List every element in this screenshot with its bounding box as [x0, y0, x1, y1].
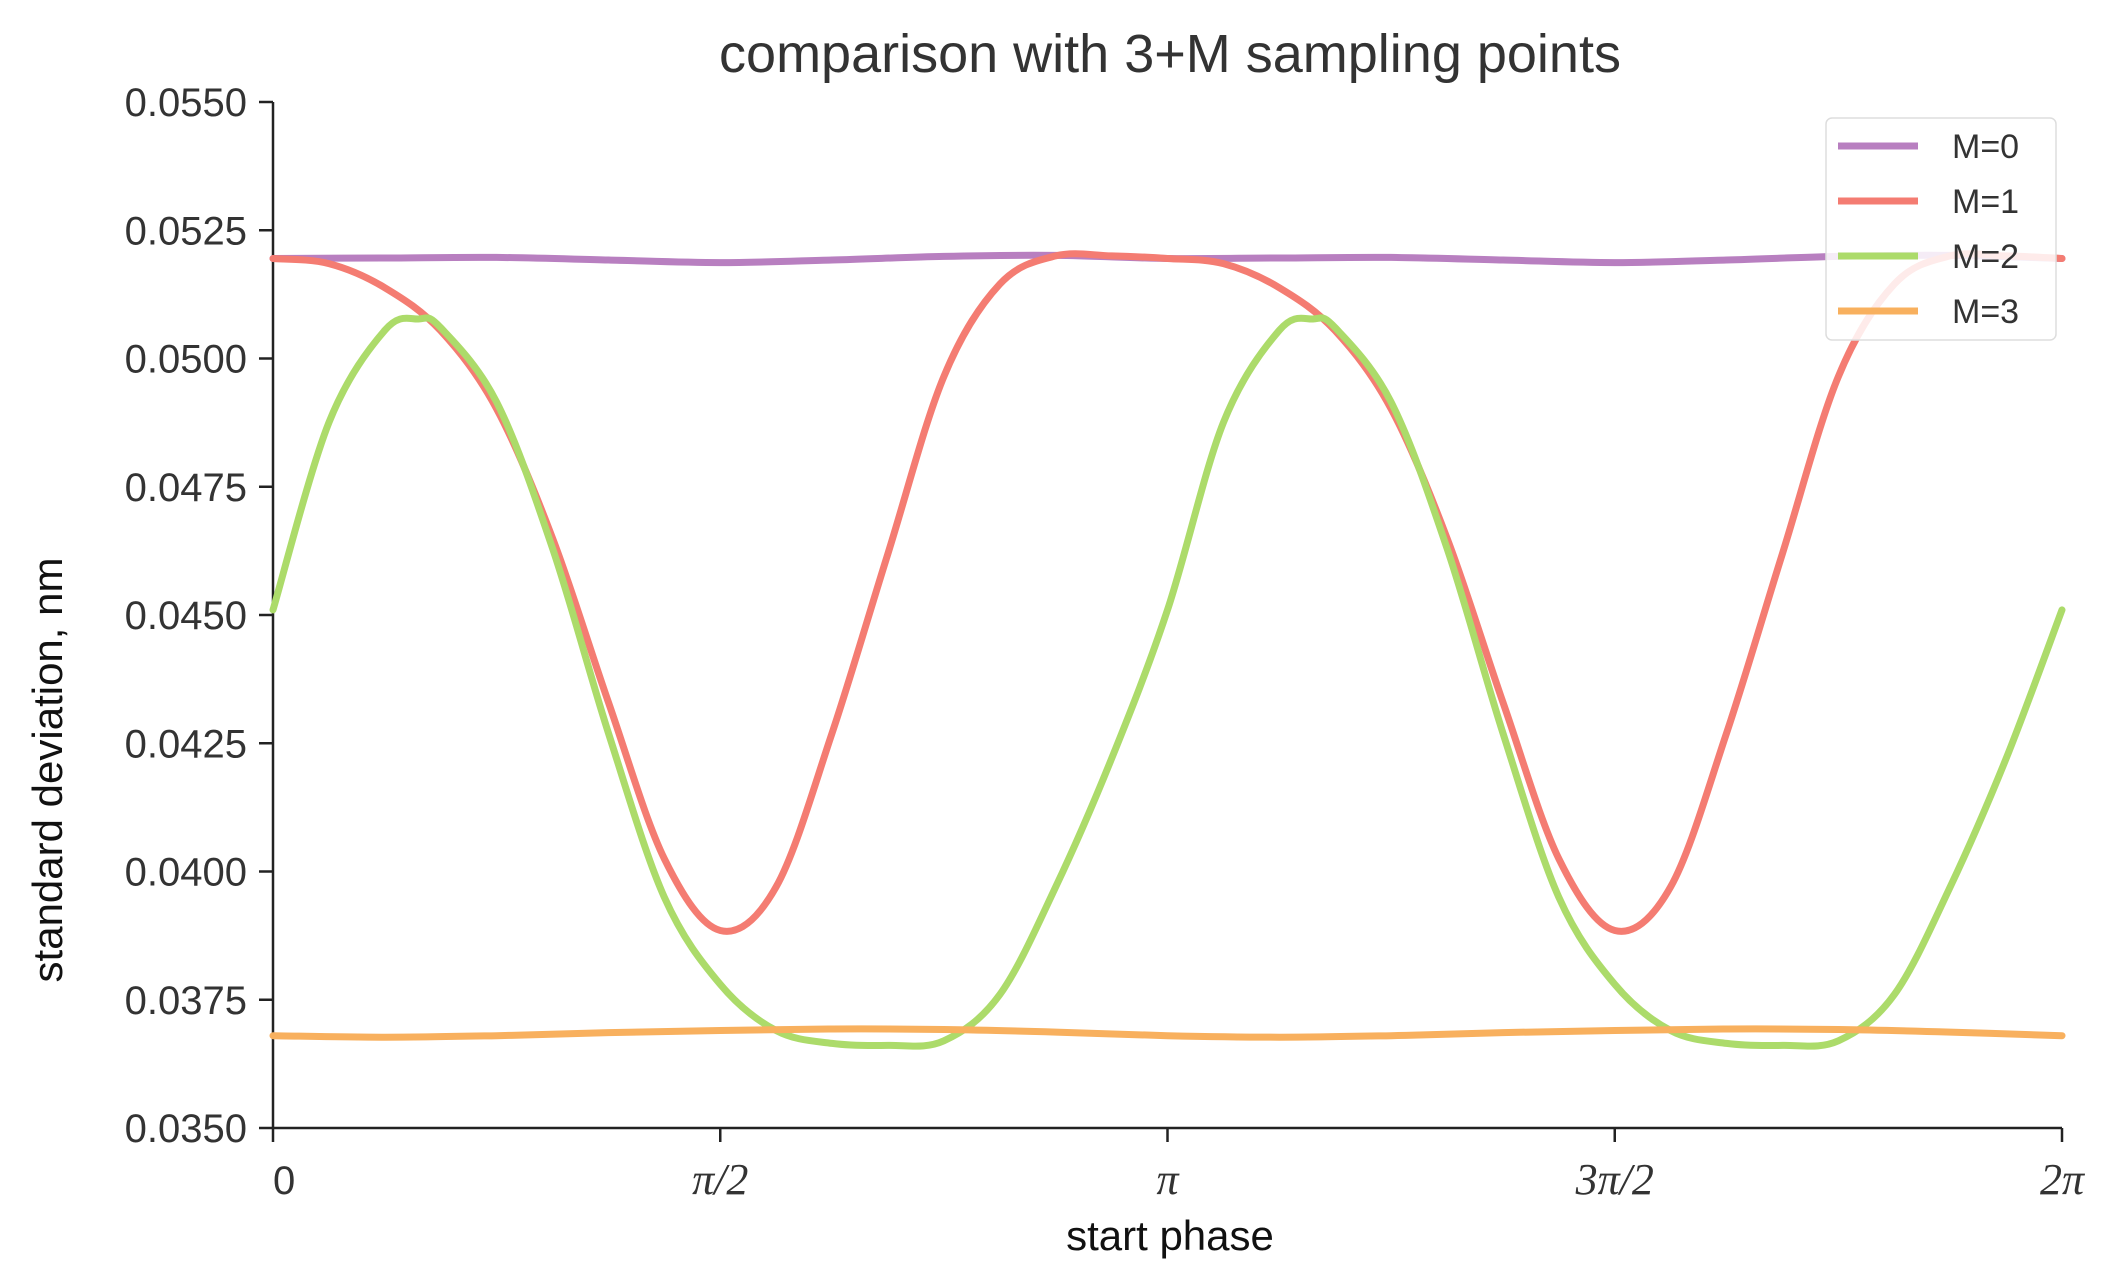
x-tick-label: π/2	[692, 1155, 748, 1204]
x-axis-label: start phase	[1066, 1212, 1274, 1259]
y-tick-label: 0.0500	[125, 338, 247, 382]
y-tick-label: 0.0425	[125, 722, 247, 766]
series-line-m1	[269, 250, 2066, 935]
series-line-m2	[269, 314, 2066, 1050]
x-tick-label: 0	[273, 1159, 295, 1203]
series-lines	[269, 250, 2066, 1050]
legend: M=0 M=1 M=2 M=3	[1825, 117, 2057, 341]
series-line-m3	[269, 1025, 2066, 1041]
y-axis-label: standard deviation, nm	[24, 558, 71, 983]
x-tick-label: π	[1156, 1155, 1180, 1204]
y-tick-label: 0.0350	[125, 1107, 247, 1151]
y-tick-label: 0.0400	[125, 851, 247, 895]
y-tick-label: 0.0475	[125, 466, 247, 510]
plot-area: 0.0350 0.0375 0.0400 0.0425 0.0450 0.0475 0.05…	[125, 81, 2086, 1204]
y-tick-label: 0.0550	[125, 81, 247, 125]
y-tick-label: 0.0375	[125, 979, 247, 1023]
x-tick-label: 3π/2	[1575, 1155, 1654, 1204]
x-tick-label: 2π	[2040, 1155, 2086, 1204]
y-tick-label: 0.0450	[125, 594, 247, 638]
chart-title: comparison with 3+M sampling points	[719, 24, 1621, 84]
legend-label: M=0	[1952, 128, 2019, 166]
legend-box	[1825, 117, 2057, 341]
legend-label: M=1	[1952, 183, 2019, 221]
legend-label: M=2	[1952, 238, 2019, 276]
y-tick-label: 0.0525	[125, 209, 247, 253]
legend-label: M=3	[1952, 293, 2019, 331]
